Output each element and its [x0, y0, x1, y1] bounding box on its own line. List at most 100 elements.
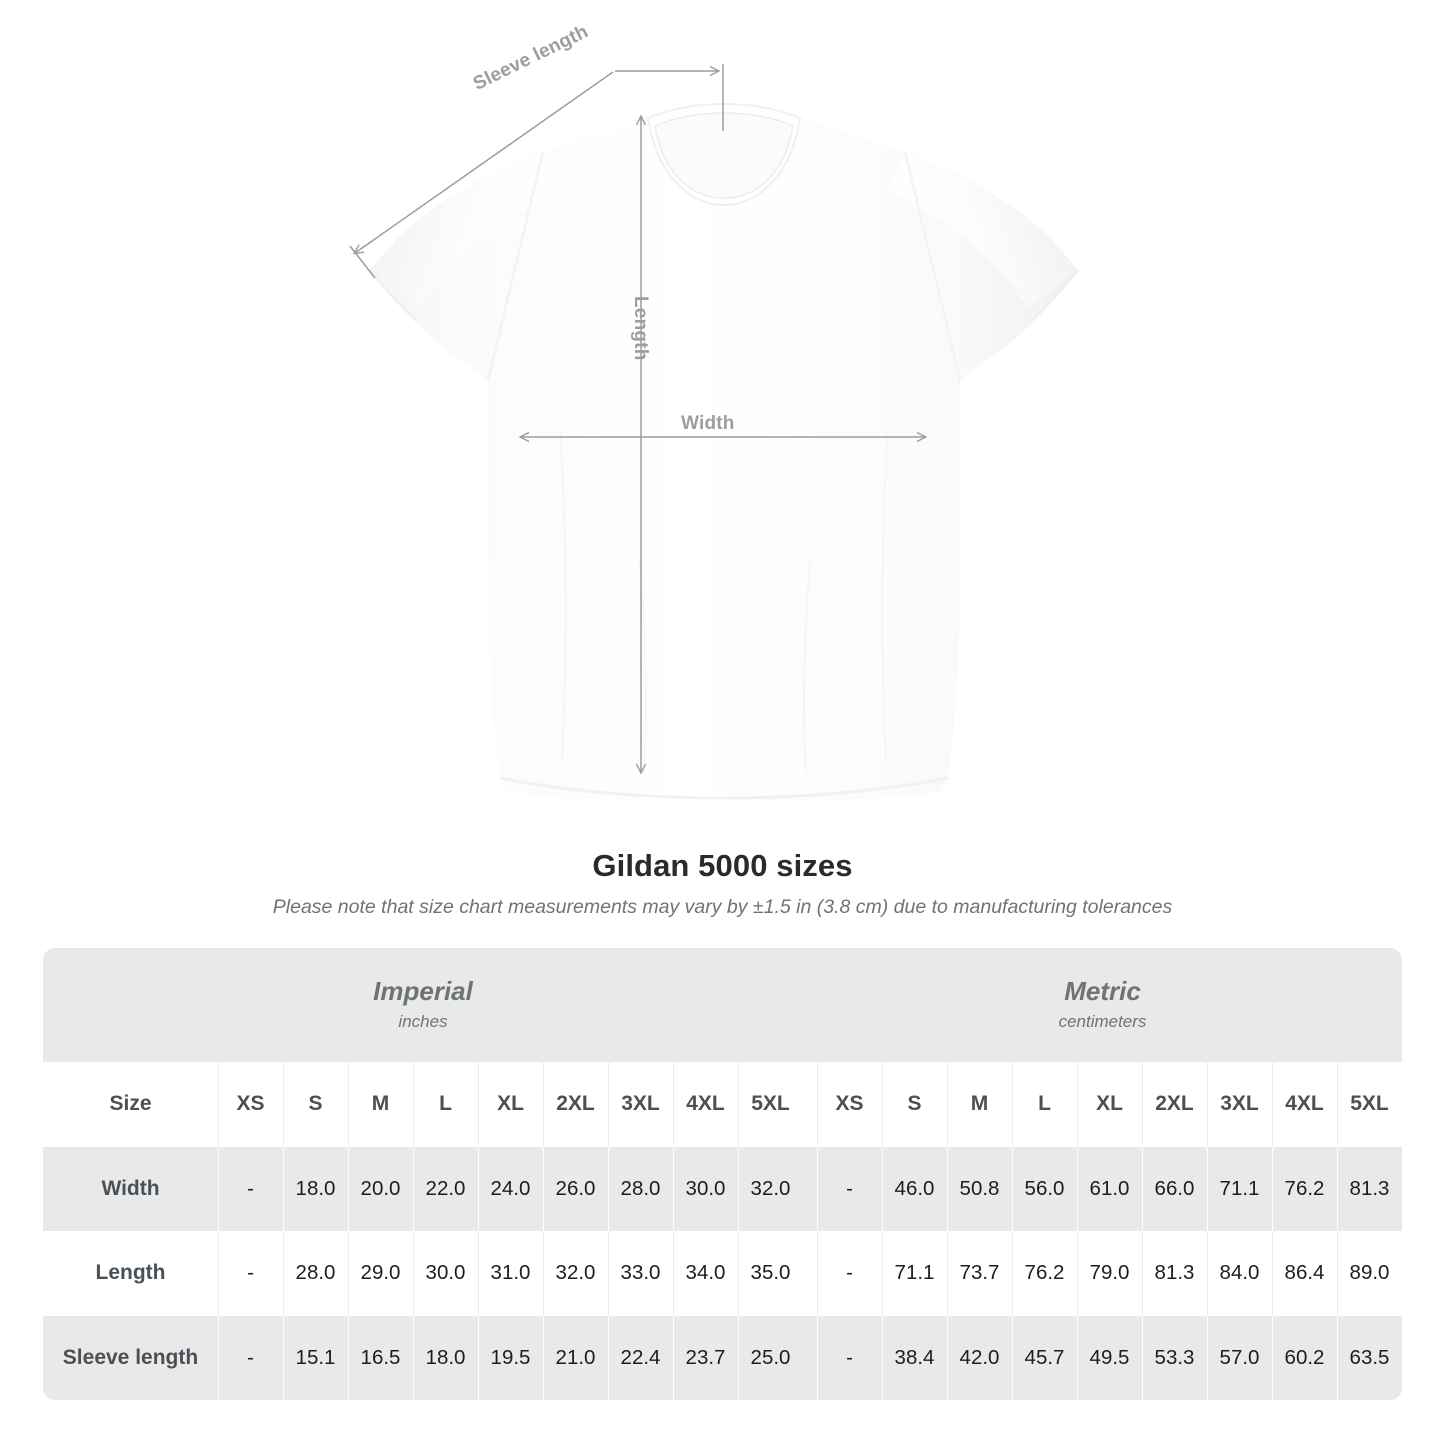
width-label: Width — [681, 413, 735, 434]
cell-imperial-L-1: 30.0 — [413, 1231, 478, 1316]
length-label: Length — [630, 296, 651, 361]
right-sleeve-shade — [888, 152, 1078, 308]
cell-imperial-4XL-2: 23.7 — [673, 1315, 738, 1401]
cell-imperial-XS-2: - — [218, 1315, 283, 1401]
cell-metric-XL-0: 61.0 — [1077, 1146, 1142, 1232]
cell-metric-L-0: 56.0 — [1012, 1146, 1077, 1232]
cell-metric-S-1: 71.1 — [882, 1231, 947, 1316]
column-header-metric-XS: XS — [817, 1062, 882, 1147]
column-header-imperial-4XL: 4XL — [673, 1062, 738, 1147]
chart-title: Gildan 5000 sizes — [592, 848, 853, 883]
cell-imperial-5XL-1: 35.0 — [738, 1231, 803, 1316]
column-header-imperial-2XL: 2XL — [543, 1062, 608, 1147]
cell-metric-S-0: 46.0 — [882, 1146, 947, 1232]
cell-imperial-2XL-2: 21.0 — [543, 1315, 608, 1401]
column-header-size: Size — [109, 1092, 152, 1116]
unit-gap — [803, 1147, 817, 1232]
cell-metric-3XL-1: 84.0 — [1207, 1231, 1272, 1316]
cell-metric-M-2: 42.0 — [947, 1315, 1012, 1401]
cell-metric-5XL-2: 63.5 — [1337, 1315, 1402, 1401]
cell-imperial-2XL-0: 26.0 — [543, 1146, 608, 1232]
cell-imperial-XS-0: - — [218, 1146, 283, 1232]
column-header-imperial-XL: XL — [478, 1062, 543, 1147]
cell-metric-5XL-0: 81.3 — [1337, 1146, 1402, 1232]
cell-metric-2XL-0: 66.0 — [1142, 1146, 1207, 1232]
cell-imperial-4XL-1: 34.0 — [673, 1231, 738, 1316]
table-body: Size XS S M L XL 2XL 3XL 4XL 5XL XS S M L XL 2XL 3XL 4XL 5… — [43, 1062, 1402, 1400]
cell-imperial-4XL-0: 30.0 — [673, 1146, 738, 1232]
column-header-imperial-M: M — [348, 1062, 413, 1147]
tshirt-illustration — [349, 64, 1079, 804]
cell-metric-M-1: 73.7 — [947, 1231, 1012, 1316]
column-header-metric-2XL: 2XL — [1142, 1062, 1207, 1147]
sleeve-hem-tick — [349, 245, 376, 279]
cell-imperial-3XL-1: 33.0 — [608, 1231, 673, 1316]
column-header-imperial-5XL: 5XL — [738, 1062, 803, 1147]
cell-imperial-S-0: 18.0 — [283, 1146, 348, 1232]
size-chart-table: Imperial inches Metric centimeters Size X… — [43, 948, 1402, 1400]
cell-imperial-XL-2: 19.5 — [478, 1315, 543, 1401]
cell-imperial-M-1: 29.0 — [348, 1231, 413, 1316]
cell-metric-2XL-1: 81.3 — [1142, 1231, 1207, 1316]
unit-name-metric: Metric — [1064, 975, 1141, 1006]
column-header-metric-L: L — [1012, 1062, 1077, 1147]
cell-metric-5XL-1: 89.0 — [1337, 1231, 1402, 1316]
unit-name-imperial: Imperial — [373, 975, 473, 1006]
measurement-lines — [349, 64, 925, 772]
column-header-metric-3XL: 3XL — [1207, 1062, 1272, 1147]
cell-imperial-2XL-1: 32.0 — [543, 1231, 608, 1316]
cell-imperial-M-2: 16.5 — [348, 1315, 413, 1401]
cell-imperial-XL-1: 31.0 — [478, 1231, 543, 1316]
cell-imperial-3XL-0: 28.0 — [608, 1146, 673, 1232]
cell-metric-3XL-2: 57.0 — [1207, 1315, 1272, 1401]
cell-imperial-M-0: 20.0 — [348, 1146, 413, 1232]
unit-gap — [803, 1062, 817, 1147]
column-header-metric-M: M — [947, 1062, 1012, 1147]
unit-group-metric: Metric centimeters — [803, 948, 1402, 1062]
cell-metric-L-1: 76.2 — [1012, 1231, 1077, 1316]
column-header-metric-5XL: 5XL — [1337, 1062, 1402, 1147]
cell-metric-XL-2: 49.5 — [1077, 1315, 1142, 1401]
cell-imperial-L-2: 18.0 — [413, 1315, 478, 1401]
column-header-imperial-XS: XS — [218, 1062, 283, 1147]
row-label-1: Length — [95, 1261, 166, 1285]
column-header-metric-XL: XL — [1077, 1062, 1142, 1147]
cell-imperial-XL-0: 24.0 — [478, 1146, 543, 1232]
cell-metric-L-2: 45.7 — [1012, 1315, 1077, 1401]
table-header-row: Size XS S M L XL 2XL 3XL 4XL 5XL XS S M L XL 2XL 3XL 4XL 5… — [43, 1062, 1402, 1147]
unit-gap — [803, 1231, 817, 1316]
column-header-metric-S: S — [882, 1062, 947, 1147]
cell-imperial-S-2: 15.1 — [283, 1315, 348, 1401]
shirt-body-shape — [370, 104, 1078, 804]
cell-metric-3XL-0: 71.1 — [1207, 1146, 1272, 1232]
left-sleeve-shade — [370, 152, 560, 308]
column-header-imperial-3XL: 3XL — [608, 1062, 673, 1147]
cell-metric-XS-0: - — [817, 1146, 882, 1232]
cell-metric-4XL-2: 60.2 — [1272, 1315, 1337, 1401]
cell-imperial-S-1: 28.0 — [283, 1231, 348, 1316]
column-header-imperial-L: L — [413, 1062, 478, 1147]
chart-note: Please note that size chart measurements… — [272, 896, 1173, 918]
table-row: Length -28.0 29.0 30.0 31.0 32.0 33.0 34.0 35.0-… — [43, 1231, 1402, 1316]
cell-metric-XS-1: - — [817, 1231, 882, 1316]
cell-imperial-3XL-2: 22.4 — [608, 1315, 673, 1401]
cell-metric-2XL-2: 53.3 — [1142, 1315, 1207, 1401]
cell-imperial-5XL-2: 25.0 — [738, 1315, 803, 1401]
unit-gap — [803, 1316, 817, 1401]
table-row: Sleeve length -15.1 16.5 18.0 19.5 21.0 22.4 23… — [43, 1315, 1402, 1401]
cell-imperial-XS-1: - — [218, 1231, 283, 1316]
cell-metric-S-2: 38.4 — [882, 1315, 947, 1401]
table-row: Width -18.0 20.0 22.0 24.0 26.0 28.0 30.0 32.0-4… — [43, 1146, 1402, 1232]
tshirt-diagram: Sleeve length Length Width — [349, 21, 1079, 804]
unit-sub-imperial: inches — [398, 1012, 448, 1032]
cell-imperial-5XL-0: 32.0 — [738, 1146, 803, 1232]
cell-metric-4XL-0: 76.2 — [1272, 1146, 1337, 1232]
cell-imperial-L-0: 22.0 — [413, 1146, 478, 1232]
cell-metric-M-0: 50.8 — [947, 1146, 1012, 1232]
row-label-2: Sleeve length — [62, 1345, 199, 1369]
unit-header-band: Imperial inches Metric centimeters — [43, 948, 1402, 1062]
sleeve-diagonal-arrow — [355, 71, 614, 253]
column-header-imperial-S: S — [283, 1062, 348, 1147]
cell-metric-4XL-1: 86.4 — [1272, 1231, 1337, 1316]
cell-metric-XS-2: - — [817, 1315, 882, 1401]
